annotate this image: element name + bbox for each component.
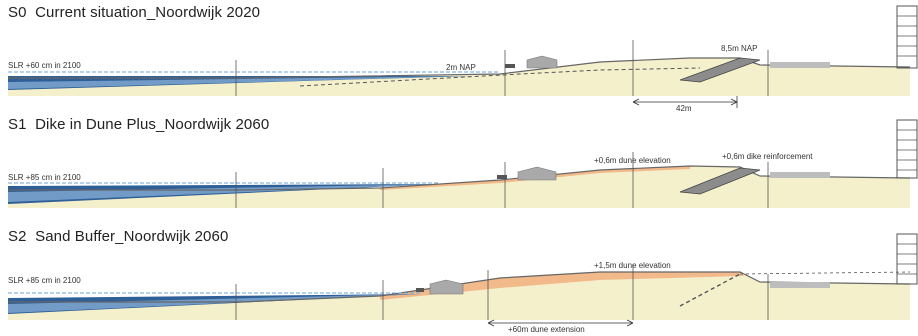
dike-reinforcement-label: +0,6m dike reinforcement xyxy=(722,152,813,161)
slr-label: SLR +60 cm in 2100 xyxy=(8,61,81,70)
beach-level-label: 2m NAP xyxy=(446,63,476,72)
panel-title: S1 Dike in Dune Plus_Noordwijk 2060 xyxy=(8,116,270,133)
dune-top-label: 8,5m NAP xyxy=(721,44,758,53)
dune-elevation-label: +1,5m dune elevation xyxy=(594,261,671,270)
cross-section-s0 xyxy=(8,5,918,108)
dune-elevation-label: +0,6m dune elevation xyxy=(594,156,671,165)
width-label: 42m xyxy=(676,104,692,113)
cross-section-s1 xyxy=(8,119,918,208)
panel-s1: S1 Dike in Dune Plus_Noordwijk 2060 SLR … xyxy=(0,112,918,224)
panel-title: S2 Sand Buffer_Noordwijk 2060 xyxy=(8,228,229,245)
panel-s0: S0 Current situation_Noordwijk 2020 xyxy=(0,0,918,113)
slr-label: SLR +85 cm in 2100 xyxy=(8,173,81,182)
cross-section-s2 xyxy=(8,233,918,327)
dune-extension-label: +60m dune extension xyxy=(508,325,585,334)
panel-s2: S2 Sand Buffer_Noordwijk 2060 xyxy=(0,224,918,336)
panel-title: S0 Current situation_Noordwijk 2020 xyxy=(8,4,261,21)
slr-label: SLR +85 cm in 2100 xyxy=(8,276,81,285)
